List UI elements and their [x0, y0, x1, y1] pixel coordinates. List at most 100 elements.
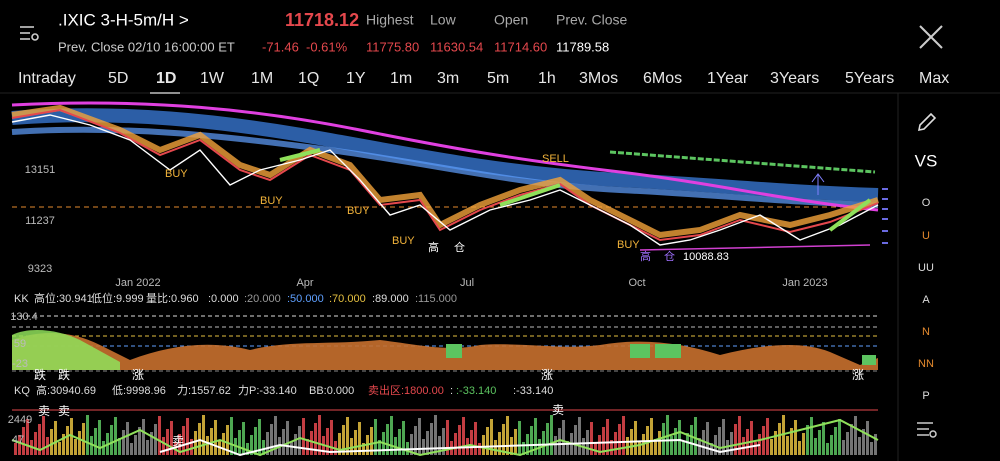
indicator-text: :89.000	[372, 293, 409, 305]
decor-bar	[222, 433, 225, 455]
x-axis-label: Jul	[460, 277, 474, 289]
symbol[interactable]: .IXIC 3-H-5m/H >	[58, 10, 189, 29]
decor-bar	[378, 440, 381, 455]
decor-bar	[190, 439, 193, 455]
signal-label: 高	[428, 240, 439, 254]
sidebar-button[interactable]: P	[922, 390, 929, 402]
tab[interactable]: 1m	[390, 70, 412, 87]
tab[interactable]: 1M	[251, 70, 273, 87]
decor-bar	[486, 427, 489, 455]
decor-bar	[86, 415, 89, 455]
stat-value: 11775.80	[366, 39, 419, 54]
x-axis-label: Jan 2023	[782, 277, 827, 289]
tab[interactable]: 1Q	[298, 70, 319, 87]
decor-bar	[866, 421, 869, 455]
tab[interactable]: 1Y	[346, 70, 366, 87]
sidebar-button[interactable]: O	[922, 197, 931, 209]
signal-label: 涨	[541, 367, 553, 382]
decor-bar	[798, 441, 801, 455]
tab[interactable]: 1h	[538, 70, 556, 87]
decor-bar	[446, 420, 449, 455]
decor-bar	[462, 417, 465, 455]
decor-bar	[138, 427, 141, 455]
decor-bar	[342, 425, 345, 455]
decor-bar	[658, 431, 661, 455]
decor-bar	[22, 427, 25, 455]
close-button[interactable]	[919, 25, 943, 49]
tab[interactable]: Max	[919, 70, 949, 87]
sidebar-button[interactable]: VS	[915, 151, 938, 170]
change: -71.46	[262, 39, 299, 54]
decor-bar	[766, 418, 769, 455]
decor-bar	[490, 419, 493, 455]
indicator-text: 量比:0.960	[146, 292, 199, 305]
kq-legend: KQ 高:30940.69 低:9998.96 力:1557.62 力P:-33.140…	[14, 383, 553, 397]
decor-bar	[66, 426, 69, 455]
decor-bar	[618, 424, 621, 455]
decor-bar	[398, 429, 401, 455]
sidebar-button[interactable]: UU	[918, 262, 934, 274]
tab[interactable]: 3Mos	[579, 70, 618, 87]
tab[interactable]: Intraday	[18, 70, 76, 87]
decor-bar	[90, 436, 93, 455]
decor-bar	[550, 415, 553, 455]
decor-bar	[622, 416, 625, 455]
decor-bar	[810, 417, 813, 455]
signal-label: 涨	[132, 367, 144, 382]
decor-bar	[606, 419, 609, 455]
decor-bar	[770, 439, 773, 455]
tab[interactable]: 1Year	[707, 70, 749, 87]
menu-icon[interactable]	[20, 26, 39, 41]
tab[interactable]: 6Mos	[643, 70, 682, 87]
signal-label: 高	[640, 249, 651, 263]
edit-icon[interactable]	[917, 112, 937, 132]
kq-line	[11, 418, 879, 457]
decor-bar	[494, 440, 497, 455]
settings-icon[interactable]	[917, 422, 937, 438]
tab[interactable]: 3m	[437, 70, 459, 87]
decor-bar	[522, 442, 525, 455]
decor-bar	[170, 421, 173, 455]
tab[interactable]: 5Years	[845, 70, 894, 87]
decor-bar	[634, 421, 637, 455]
sidebar-button[interactable]: NN	[918, 358, 934, 370]
decor-bar	[426, 431, 429, 455]
decor-bar	[514, 429, 517, 455]
signal-label: BUY	[617, 239, 640, 251]
decor-bar	[150, 432, 153, 455]
decor-bar	[298, 426, 301, 455]
tab[interactable]: 1W	[200, 70, 225, 87]
decor-bar	[666, 415, 669, 455]
decor-bar	[578, 417, 581, 455]
sidebar-button[interactable]: A	[922, 294, 930, 306]
decor-bar	[134, 435, 137, 455]
tab[interactable]: 5D	[108, 70, 128, 87]
decor-bar	[870, 442, 873, 455]
tab[interactable]: 1D	[156, 70, 176, 87]
decor-bar	[26, 419, 29, 455]
decor-bar	[50, 429, 53, 455]
ma-band	[11, 126, 879, 208]
decor-bar	[470, 430, 473, 455]
sidebar-button[interactable]: N	[922, 326, 930, 338]
decor-bar	[110, 425, 113, 455]
signal-label: 卖	[172, 434, 184, 448]
decor-bar	[714, 435, 717, 455]
sidebar-button[interactable]: U	[922, 230, 930, 242]
decor-bar	[250, 435, 253, 455]
tab[interactable]: 3Years	[770, 70, 819, 87]
stat-label: Prev. Close	[556, 12, 628, 28]
indicator-text: :50.000	[287, 293, 324, 305]
indicator-text: 低:9998.96	[112, 384, 166, 397]
decor-bar	[214, 420, 217, 455]
decor-bar	[654, 439, 657, 455]
decor-bar	[478, 443, 481, 455]
tab[interactable]: 5m	[487, 70, 509, 87]
decor-bar	[186, 418, 189, 455]
decor-bar	[118, 438, 121, 455]
decor-bar	[738, 416, 741, 455]
decor-bar	[602, 427, 605, 455]
ma-line	[11, 108, 879, 242]
